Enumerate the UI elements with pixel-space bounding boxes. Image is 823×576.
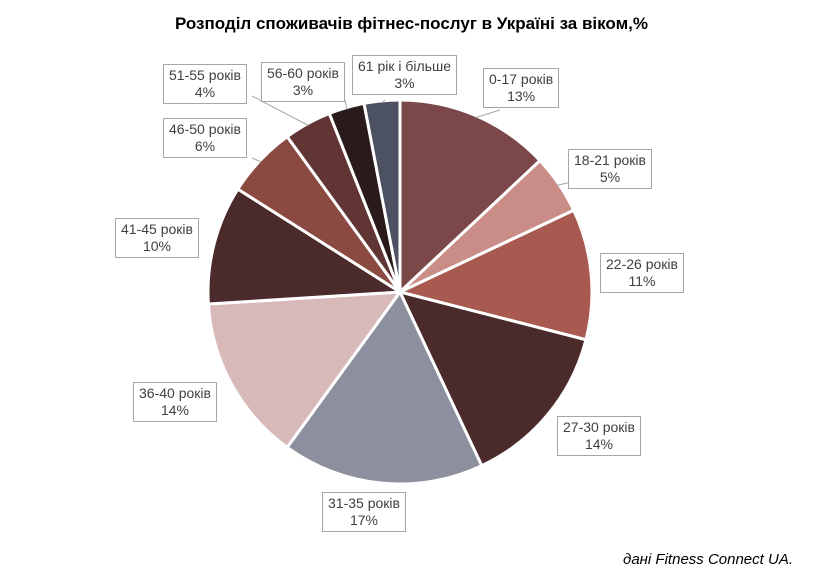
pie-slice-4 — [285, 290, 484, 486]
slice-value-label: 6% — [194, 138, 216, 154]
slice-value-label: 14% — [160, 402, 189, 418]
data-label-10: 61 рік і більше 3% — [352, 55, 457, 95]
slice-category-label: 51-55 років — [169, 67, 241, 83]
data-label-3: 27-30 років 14% — [557, 416, 641, 456]
slice-category-label: 0-17 років — [489, 71, 554, 87]
slice-value-label: 14% — [584, 436, 613, 452]
slice-value-label: 5% — [599, 169, 621, 185]
slice-value-label: 13% — [507, 88, 536, 104]
slice-category-label: 27-30 років — [563, 419, 635, 435]
pie-slice-5 — [206, 290, 402, 449]
source-note: дані Fitness Connect UA. — [623, 551, 793, 568]
leader-line-7 — [251, 157, 262, 163]
pie-slice-3 — [398, 290, 588, 468]
data-label-1: 18-21 років 5% — [568, 149, 652, 189]
slice-category-label: 18-21 років — [574, 152, 646, 168]
data-label-4: 31-35 років 17% — [322, 492, 406, 532]
slice-category-label: 31-35 років — [328, 495, 400, 511]
slice-category-label: 36-40 років — [139, 385, 211, 401]
slice-value-label: 4% — [194, 84, 216, 100]
chart-title: Розподіл споживачів фітнес-послуг в Укра… — [174, 14, 649, 33]
leader-line-0 — [475, 109, 501, 119]
data-label-8: 51-55 років 4% — [163, 64, 247, 104]
slice-category-label: 56-60 років — [267, 65, 339, 81]
data-label-7: 46-50 років 6% — [163, 118, 247, 158]
pie-slice-0 — [398, 98, 542, 294]
slice-category-label: 61 рік і більше — [358, 58, 451, 74]
slice-category-label: 41-45 років — [121, 221, 193, 237]
slice-category-label: 46-50 років — [169, 121, 241, 137]
leader-line-10 — [381, 99, 386, 104]
pie-slice-6 — [206, 187, 402, 306]
slice-category-label: 22-26 років — [606, 256, 678, 272]
slice-value-label: 11% — [628, 273, 656, 289]
data-label-2: 22-26 років 11% — [600, 253, 684, 293]
data-label-0: 0-17 років 13% — [483, 68, 560, 108]
slice-value-label: 17% — [349, 512, 378, 528]
data-label-6: 41-45 років 10% — [115, 218, 199, 258]
slice-value-label: 10% — [142, 238, 171, 254]
slice-value-label: 3% — [394, 75, 415, 91]
pie-slice-2 — [398, 208, 594, 342]
slice-value-label: 3% — [292, 82, 314, 98]
leader-line-9 — [344, 99, 348, 110]
data-label-5: 36-40 років 14% — [133, 382, 217, 422]
data-label-9: 56-60 років 3% — [261, 62, 345, 102]
pie-slice-10 — [362, 98, 402, 294]
